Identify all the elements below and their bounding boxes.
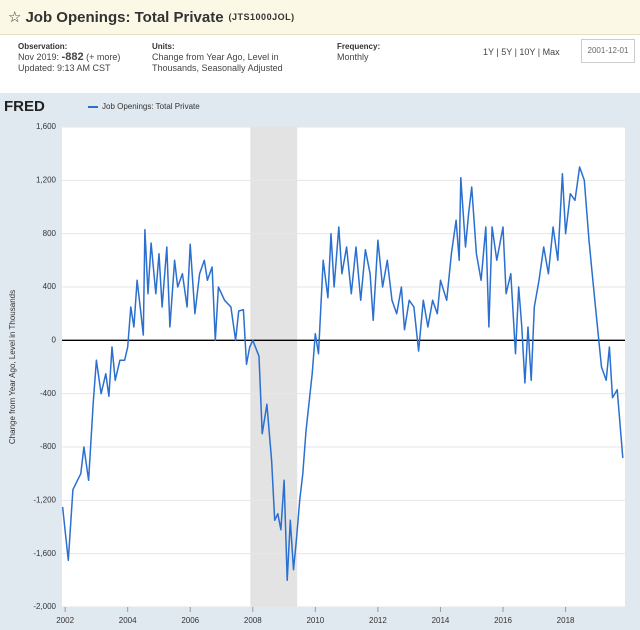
value: -882 [61,51,84,63]
units-text: Change from Year Ago, Level in Thousands… [152,52,283,73]
updated: Updated: 9:13 AM CST [18,63,111,73]
frequency-text: Monthly [337,52,369,62]
units: Units: Change from Year Ago, Level in Th… [152,41,312,74]
x-tick-label: 2004 [119,616,137,625]
date: Nov 2019: [18,52,60,62]
y-tick-label: 0 [52,335,57,344]
y-tick-label: 400 [43,282,57,291]
series-title: Job Openings: Total Private [25,8,224,26]
range-buttons: 1Y | 5Y | 10Y | Max [483,47,560,57]
range-button[interactable]: Max [542,47,560,57]
y-tick-label: -400 [40,389,57,398]
y-tick-label: 1,200 [36,175,57,184]
legend-entry: Job Openings: Total Private [102,102,200,111]
separator: | [493,47,502,57]
range-button[interactable]: 5Y [501,47,513,57]
range-button[interactable]: 1Y [483,47,494,57]
y-axis-label: Change from Year Ago, Level in Thousands [8,290,17,444]
separator: | [535,47,543,57]
x-tick-label: 2014 [432,616,450,625]
series-code: (JTS1000JOL) [228,12,295,22]
x-tick-label: 2008 [244,616,262,625]
x-tick-label: 2002 [56,616,74,625]
x-tick-label: 2012 [369,616,387,625]
y-tick-label: -2,000 [33,602,56,611]
label: Frequency: [337,42,381,51]
range-button[interactable]: 10Y [519,47,536,57]
y-tick-label: 1,600 [36,122,57,131]
y-tick-label: -800 [40,442,57,451]
observation-line: Nov 2019: -882 (+ more) [18,52,120,63]
info: Observation: Nov 2019: -882 (+ more) Upd… [0,35,640,93]
more[interactable]: (+ more) [86,52,121,62]
y-tick-label: -1,600 [33,549,56,558]
frequency: Frequency: Monthly [337,41,380,63]
separator: | [512,47,520,57]
series-line [61,166,624,582]
x-tick-label: 2018 [557,616,575,625]
observation: Observation: Nov 2019: -882 (+ more) Upd… [18,41,120,74]
label: Observation: [18,42,68,51]
plot-area [62,127,625,607]
chart: FRED Job Openings: Total Private Change … [0,93,640,630]
y-tick-label: 800 [43,229,57,238]
star[interactable]: ☆ [8,9,22,26]
x-tick-label: 2016 [494,616,512,625]
title-bar: ☆ Job Openings: Total Private (JTS1000JO… [0,0,640,35]
x-tick-label: 2010 [306,616,324,625]
y-tick-label: -1,200 [33,495,56,504]
date-input[interactable]: 2001-12-01 [581,39,635,63]
label: Units: [152,42,175,51]
x-tick-label: 2006 [181,616,199,625]
logo: FRED [4,98,45,115]
